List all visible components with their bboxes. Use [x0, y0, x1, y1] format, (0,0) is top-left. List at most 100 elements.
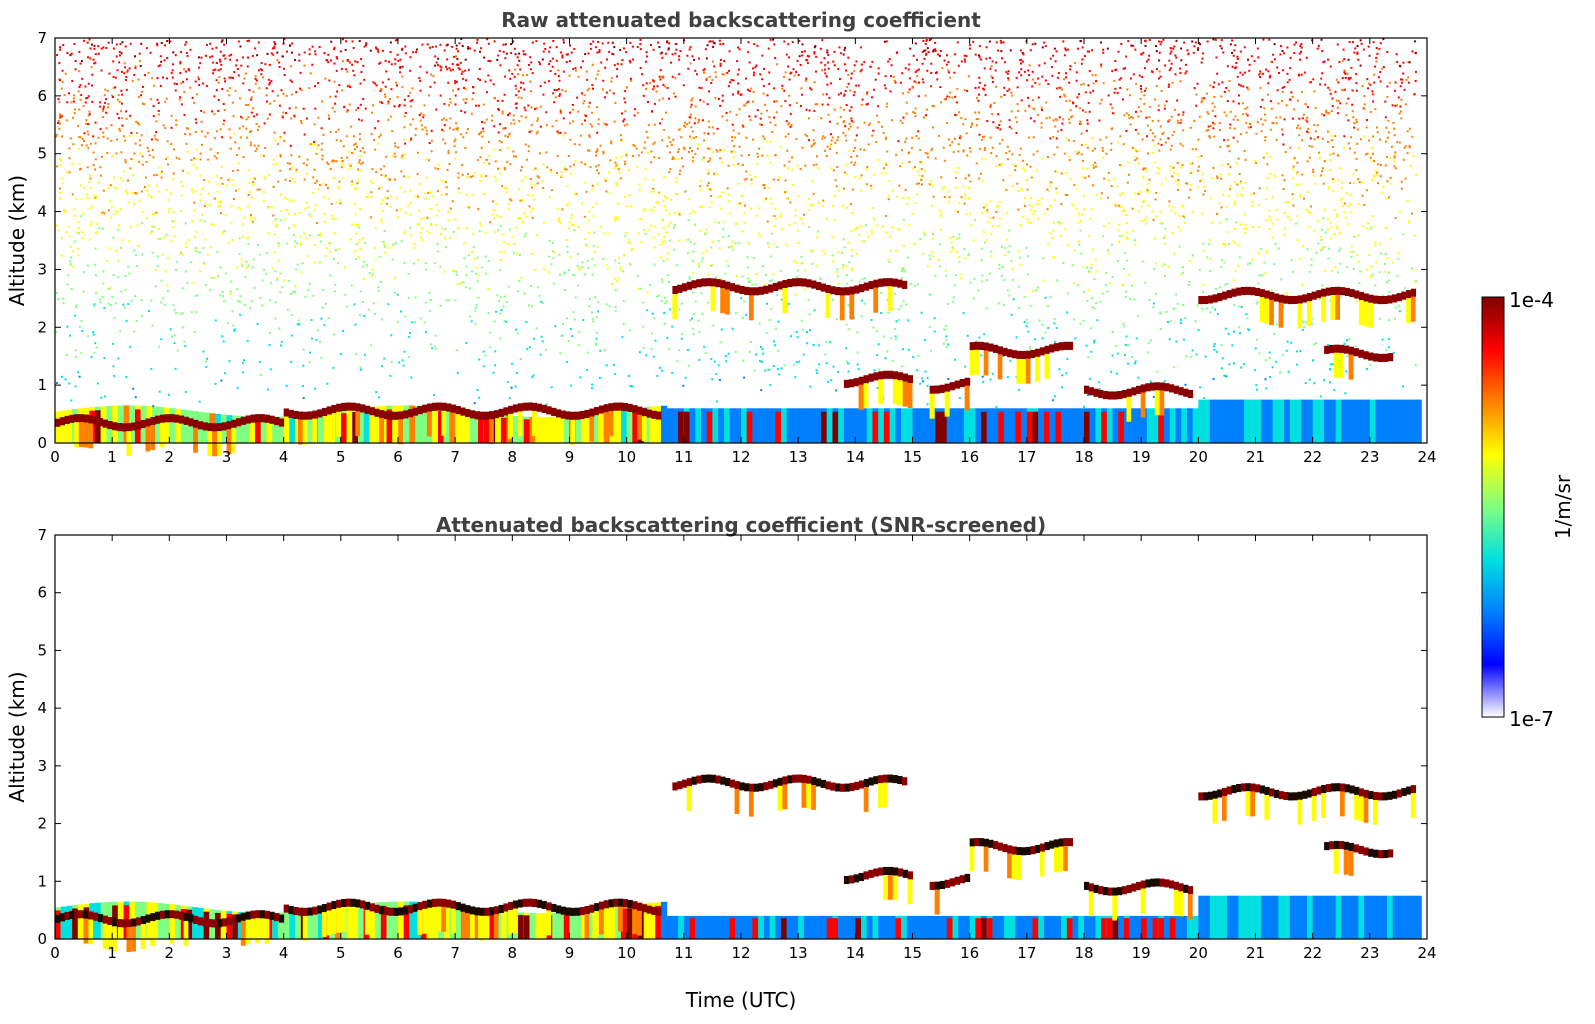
noise-pixel	[1375, 174, 1378, 177]
noise-pixel	[845, 69, 848, 72]
noise-pixel	[1029, 345, 1032, 348]
noise-pixel	[304, 207, 307, 210]
noise-pixel	[732, 156, 735, 159]
noise-pixel	[513, 242, 516, 245]
noise-pixel	[103, 356, 106, 359]
noise-pixel	[223, 119, 226, 122]
noise-pixel	[362, 147, 365, 150]
noise-pixel	[73, 43, 76, 46]
noise-pixel	[469, 175, 472, 178]
noise-pixel	[1198, 115, 1201, 118]
noise-pixel	[380, 318, 383, 321]
noise-pixel	[503, 93, 506, 96]
noise-pixel	[371, 273, 374, 276]
noise-pixel	[773, 87, 776, 90]
noise-pixel	[975, 117, 978, 120]
noise-pixel	[199, 152, 202, 155]
noise-pixel	[398, 105, 401, 108]
noise-pixel	[990, 250, 993, 253]
noise-pixel	[806, 59, 809, 62]
noise-pixel	[1106, 290, 1109, 293]
noise-pixel	[73, 240, 76, 243]
noise-pixel	[783, 89, 786, 92]
noise-pixel	[214, 68, 217, 71]
noise-pixel	[659, 256, 662, 259]
noise-pixel	[364, 241, 367, 244]
noise-pixel	[661, 369, 664, 372]
noise-pixel	[1154, 198, 1157, 201]
noise-pixel	[409, 139, 412, 142]
noise-pixel	[58, 78, 61, 81]
noise-pixel	[804, 79, 807, 82]
noise-pixel	[1170, 62, 1173, 65]
noise-pixel	[782, 75, 785, 78]
noise-pixel	[1276, 66, 1279, 69]
noise-pixel	[824, 72, 827, 75]
noise-pixel	[631, 45, 634, 48]
noise-pixel	[664, 111, 667, 114]
noise-pixel	[1203, 185, 1206, 188]
noise-pixel	[707, 301, 710, 304]
noise-pixel	[656, 374, 659, 377]
noise-pixel	[387, 303, 390, 306]
noise-pixel	[1348, 78, 1351, 81]
noise-pixel	[328, 117, 331, 120]
noise-pixel	[621, 59, 624, 62]
noise-pixel	[971, 123, 974, 126]
noise-pixel	[478, 230, 481, 233]
noise-pixel	[943, 59, 946, 62]
noise-pixel	[172, 172, 175, 175]
noise-pixel	[616, 68, 619, 71]
noise-pixel	[885, 231, 888, 234]
noise-pixel	[676, 360, 679, 363]
noise-pixel	[78, 147, 81, 150]
noise-pixel	[279, 155, 282, 158]
noise-pixel	[596, 331, 599, 334]
noise-pixel	[586, 245, 589, 248]
noise-pixel	[164, 100, 167, 103]
noise-pixel	[507, 114, 510, 117]
noise-pixel	[569, 255, 572, 258]
noise-pixel	[145, 161, 148, 164]
noise-pixel	[1167, 120, 1170, 123]
noise-pixel	[643, 146, 646, 149]
noise-pixel	[726, 259, 729, 262]
noise-pixel	[832, 60, 835, 63]
noise-pixel	[698, 86, 701, 89]
noise-pixel	[1248, 329, 1251, 332]
noise-pixel	[569, 138, 572, 141]
noise-pixel	[1029, 165, 1032, 168]
noise-pixel	[836, 268, 839, 271]
noise-pixel	[1009, 359, 1012, 362]
noise-pixel	[322, 133, 325, 136]
noise-pixel	[717, 221, 720, 224]
noise-pixel	[137, 95, 140, 98]
noise-pixel	[591, 125, 594, 128]
noise-pixel	[370, 275, 373, 278]
noise-pixel	[1037, 77, 1040, 80]
noise-pixel	[354, 187, 357, 190]
noise-pixel	[152, 156, 155, 159]
noise-pixel	[298, 155, 301, 158]
noise-pixel	[652, 190, 655, 193]
noise-pixel	[1301, 117, 1304, 120]
noise-pixel	[455, 47, 458, 50]
noise-pixel	[1191, 349, 1194, 352]
noise-pixel	[355, 108, 358, 111]
noise-pixel	[400, 170, 403, 173]
noise-pixel	[880, 172, 883, 175]
noise-pixel	[87, 123, 90, 126]
noise-pixel	[365, 264, 368, 267]
noise-pixel	[544, 47, 547, 50]
noise-pixel	[353, 187, 356, 190]
noise-pixel	[432, 74, 435, 77]
noise-pixel	[136, 122, 139, 125]
noise-pixel	[1033, 210, 1036, 213]
noise-pixel	[545, 348, 548, 351]
noise-pixel	[1141, 75, 1144, 78]
noise-pixel	[1058, 368, 1061, 371]
noise-pixel	[1306, 208, 1309, 211]
noise-pixel	[629, 61, 632, 64]
noise-pixel	[234, 328, 237, 331]
noise-pixel	[104, 101, 107, 104]
